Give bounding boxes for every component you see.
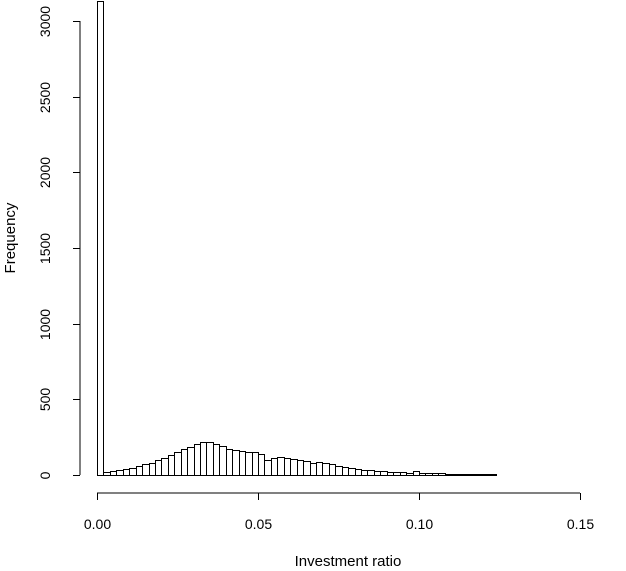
histogram-bar [483,474,491,476]
histogram-bar [219,446,227,476]
histogram-bar [116,470,124,476]
x-tick-label: 0.15 [567,516,594,532]
histogram-bar [136,466,143,476]
histogram-bar [361,470,368,476]
histogram-bar [490,474,497,476]
histogram-bar [213,444,220,476]
y-tick-label: 2000 [37,157,53,188]
histogram-bar [174,452,182,476]
histogram-bar [387,472,394,476]
histogram-bar [471,474,478,476]
histogram-bar [419,473,426,476]
histogram-bar [194,444,201,476]
histogram-bar [200,442,207,476]
histogram-bar [258,454,265,476]
histogram-bar [406,473,414,476]
x-tick-label: 0.05 [245,516,272,532]
y-tick-label: 500 [37,388,53,412]
histogram-bar [477,474,484,476]
histogram-bar [155,460,162,476]
histogram-bar [239,451,246,476]
histogram-bar [335,466,343,476]
y-tick-label: 2500 [37,82,53,113]
histogram-bar [123,469,130,476]
y-tick-label: 1500 [37,233,53,264]
histogram-bar [413,471,420,476]
histogram-bar [458,474,465,476]
histogram-bar [374,471,381,476]
y-tick-label: 1000 [37,309,53,340]
histogram-bar [187,447,195,476]
histogram-bar [284,458,291,476]
histogram-bar [181,449,188,476]
x-axis-label: Investment ratio [295,553,402,570]
histogram-bar [445,474,452,476]
histogram-bar [303,461,311,476]
histogram-bar [342,467,349,476]
histogram-bar [103,472,111,476]
histogram-bar [161,458,169,476]
x-axis: 0.00 0.05 0.10 0.15 [84,492,594,532]
histogram-bar [226,449,233,476]
histogram-bar [432,473,439,476]
histogram-bar [400,472,407,476]
histogram-bars [97,1,497,476]
histogram-bar [264,460,272,476]
histogram-bar [367,470,375,476]
histogram-bar [464,474,472,476]
histogram-bar [290,459,298,476]
histogram-bar [277,457,285,476]
histogram-bar [252,452,259,476]
y-axis: 0 500 1000 1500 2000 2500 3000 [37,6,81,479]
y-tick-label: 0 [37,471,53,479]
histogram-bar [232,450,240,476]
histogram-bar [329,464,336,476]
histogram-bar [425,473,433,476]
histogram-bar [110,471,117,476]
histogram-bar [245,452,253,476]
histogram-bar [142,464,150,476]
histogram-bar [206,442,214,476]
histogram-bar [149,463,156,476]
histogram-bar [271,458,278,476]
histogram-bar [297,460,304,476]
histogram-bar [380,471,388,476]
y-axis-label: Frequency [2,202,19,273]
x-tick-label: 0.10 [406,516,433,532]
histogram-bar [129,468,137,476]
histogram-bar [168,455,175,476]
histogram-bar [316,462,323,476]
histogram-bar [438,473,446,476]
histogram-bar [322,463,330,476]
histogram-bar [355,469,362,476]
histogram-bar [451,474,459,476]
histogram-bar [310,463,317,476]
histogram-bar [97,1,104,476]
histogram-bar [348,468,356,476]
y-tick-label: 3000 [37,6,53,37]
x-tick-label: 0.00 [84,516,111,532]
histogram-bar [393,472,401,476]
